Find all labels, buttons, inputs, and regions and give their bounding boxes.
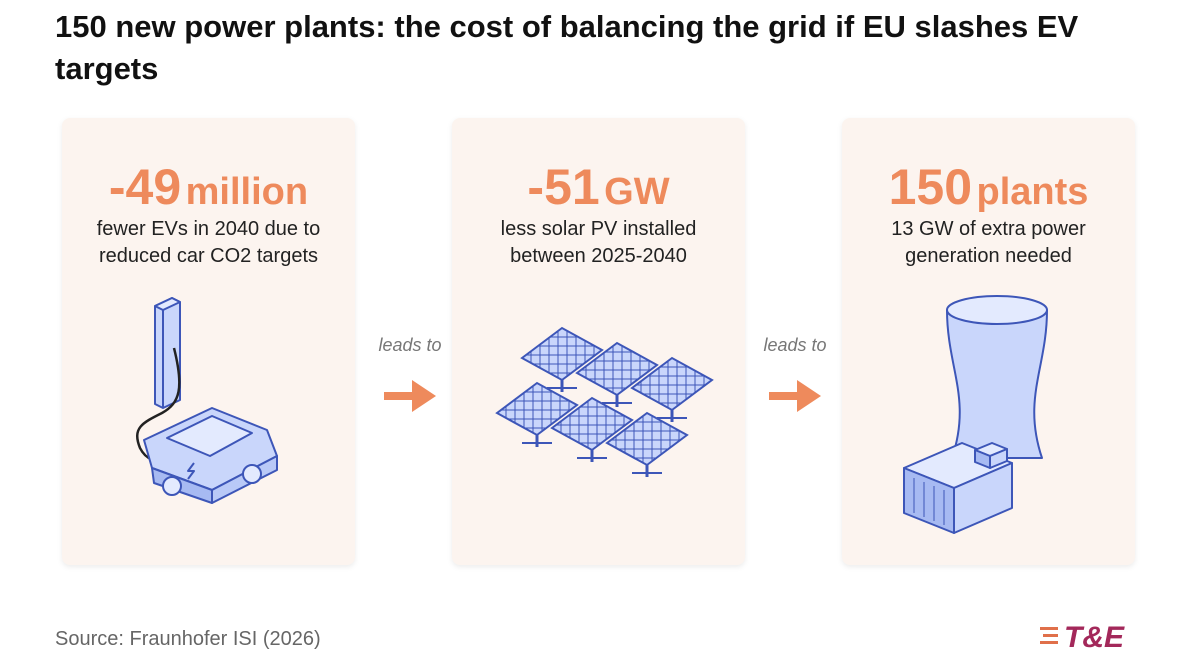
description: fewer EVs in 2040 due to reduced car CO2 … <box>62 216 355 270</box>
figure-unit: million <box>185 171 309 213</box>
description-line: fewer EVs in 2040 due to <box>96 218 321 240</box>
figure-value: 150 <box>888 159 973 215</box>
figure-value: -49 <box>108 159 182 215</box>
card: -51 GW less solar PV installed between 20… <box>452 118 745 565</box>
solar-illustration <box>495 326 714 479</box>
connector-label: leads to <box>378 335 442 355</box>
figure-value: -51 <box>527 159 600 215</box>
description-line: 13 GW of extra power <box>891 218 1086 240</box>
description-line: reduced car CO2 targets <box>99 245 318 267</box>
connector: leads to <box>750 335 840 416</box>
power-plant-illustration <box>903 295 1048 534</box>
connector: leads to <box>365 335 455 416</box>
description-line: generation needed <box>905 245 1072 267</box>
big-figure: 150 plants <box>842 158 1135 216</box>
card: -49 million fewer EVs in 2040 due to redu… <box>62 118 355 565</box>
description: 13 GW of extra power generation needed <box>842 216 1135 270</box>
logo-text: T&E <box>1064 621 1125 654</box>
title: 150 new power plants: the cost of balanc… <box>55 9 1079 86</box>
figure-unit: plants <box>976 171 1089 213</box>
big-figure: -49 million <box>62 158 355 216</box>
description-line: less solar PV installed <box>500 218 697 240</box>
description-line: between 2025-2040 <box>510 245 687 267</box>
arrow <box>769 380 821 412</box>
ev-illustration <box>136 297 278 504</box>
description: less solar PV installed between 2025-2040 <box>452 216 745 270</box>
big-figure: -51 GW <box>452 158 745 216</box>
logo: T&E <box>1040 621 1125 654</box>
figure-unit: GW <box>604 171 670 213</box>
connector-label: leads to <box>763 335 827 355</box>
card: 150 plants 13 GW of extra power generatio… <box>842 118 1135 565</box>
arrow <box>384 380 436 412</box>
source: Source: Fraunhofer ISI (2026) <box>55 628 321 650</box>
